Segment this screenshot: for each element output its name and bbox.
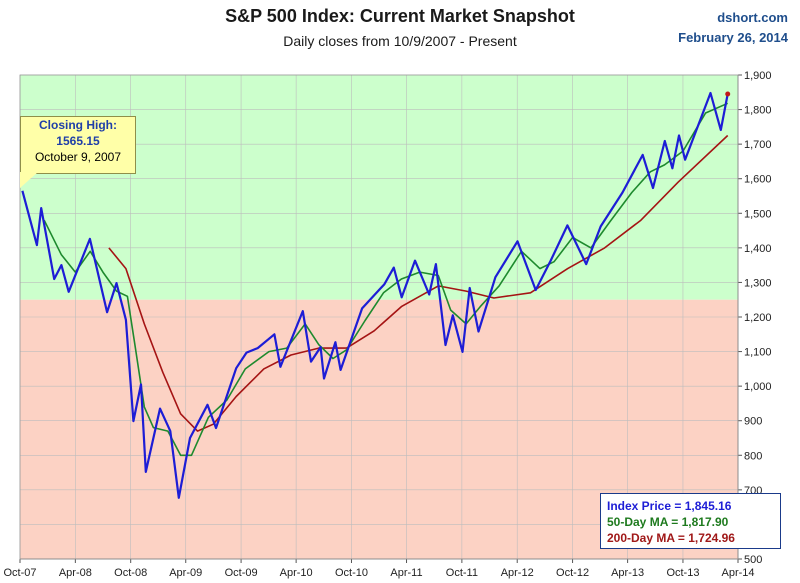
chart-subtitle: Daily closes from 10/9/2007 - Present — [283, 33, 517, 49]
x-tick-label: Oct-07 — [3, 567, 36, 579]
y-tick-label: 1,000 — [744, 381, 772, 393]
y-tick-label: 800 — [744, 450, 762, 462]
ma200-line — [108, 134, 729, 432]
values-legend: Index Price = 1,845.16 50-Day MA = 1,817… — [600, 493, 781, 549]
bull-zone — [20, 75, 738, 300]
legend-200-day-ma: 200-Day MA = 1,724.96 — [607, 531, 735, 545]
chart-title: S&P 500 Index: Current Market Snapshot — [225, 6, 575, 26]
axis-layer: 5006007008009001,0001,1001,2001,3001,400… — [3, 70, 771, 579]
callout-date: October 9, 2007 — [34, 150, 122, 164]
closing-high-callout: Closing High: 1565.15 October 9, 2007 — [20, 116, 136, 174]
x-tick-label: Apr-12 — [501, 567, 534, 579]
y-tick-label: 1,800 — [744, 105, 772, 117]
x-tick-label: Oct-09 — [225, 567, 258, 579]
x-tick-label: Oct-12 — [556, 567, 589, 579]
x-tick-label: Oct-08 — [114, 567, 147, 579]
series-layer — [21, 91, 731, 499]
callout-value: 1565.15 — [56, 134, 100, 148]
x-tick-label: Apr-13 — [611, 567, 644, 579]
x-tick-label: Apr-14 — [721, 567, 754, 579]
y-tick-label: 900 — [744, 416, 762, 428]
callout-heading: Closing High: — [39, 118, 117, 132]
legend-50-day-ma: 50-Day MA = 1,817.90 — [607, 515, 729, 529]
x-tick-label: Apr-11 — [390, 567, 422, 579]
y-tick-label: 500 — [744, 554, 762, 566]
x-tick-label: Oct-10 — [335, 567, 368, 579]
site-name: dshort.com — [717, 10, 788, 25]
legend-index-price: Index Price = 1,845.16 — [607, 499, 732, 513]
x-tick-label: Oct-11 — [446, 567, 478, 579]
plot-border — [19, 74, 739, 560]
y-tick-label: 1,100 — [744, 347, 772, 359]
y-tick-label: 1,400 — [744, 243, 772, 255]
y-tick-label: 1,700 — [744, 139, 772, 151]
callout-pointer — [20, 172, 38, 188]
x-tick-label: Apr-10 — [280, 567, 313, 579]
x-tick-label: Apr-08 — [59, 567, 92, 579]
snapshot-date: February 26, 2014 — [678, 30, 788, 45]
x-tick-label: Apr-09 — [169, 567, 202, 579]
y-tick-label: 1,900 — [744, 70, 772, 82]
index-price-line — [21, 91, 729, 499]
y-tick-label: 1,200 — [744, 312, 772, 324]
y-tick-label: 1,500 — [744, 208, 772, 220]
y-tick-label: 1,600 — [744, 174, 772, 186]
latest-point-marker — [725, 91, 731, 97]
y-tick-label: 1,300 — [744, 277, 772, 289]
x-tick-label: Oct-13 — [666, 567, 699, 579]
